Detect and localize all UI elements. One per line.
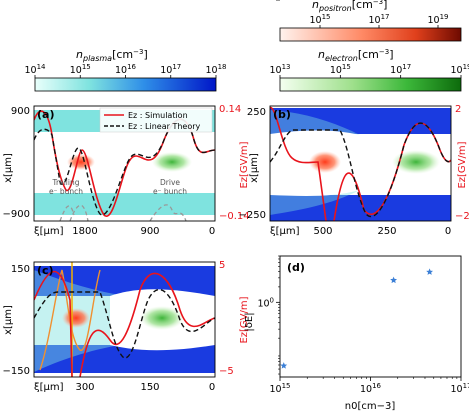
panel-a-legend: Ez : Simulation Ez : Linear Theory: [99, 107, 213, 133]
panel-a-xtick-2: 0: [209, 226, 215, 237]
panel-c-xlabel: ξ[μm]: [34, 382, 64, 393]
colorbar-electron-tick-1: 1015: [330, 63, 351, 76]
panel-d-ylabel: |δE|: [244, 312, 255, 331]
colorbar-plasma-tick-0: 1014: [24, 63, 46, 76]
panel-d-xlabel: n0[cm−3]: [345, 401, 396, 412]
panel-b-ez-tick-bottom: −2: [455, 211, 469, 222]
colorbar-electron-ticks: 1013 1015 1017 1019: [269, 63, 469, 78]
panel-a-ytick-bottom: −900: [3, 209, 30, 220]
panel-c-ytick-bottom: −150: [3, 366, 30, 377]
panel-b-ez-tick-top: 2: [455, 104, 461, 115]
colorbar-plasma-bar: [34, 77, 217, 92]
panel-b-ez-label: Ez[GV/m]: [457, 141, 468, 188]
panel-d: (d) 1015 1016 1017 100 10−1 |δE| n0[cm−3]: [244, 0, 469, 412]
colorbar-plasma-tick-2: 1016: [115, 63, 137, 76]
colorbar-positron: npositron[cm−3] 1015 1017 1019: [279, 0, 462, 42]
panel-c-ytick-top: 150: [11, 264, 30, 275]
panel-b-xtick-2: 0: [445, 226, 451, 237]
colorbar-electron-label: nelectron[cm−3]: [318, 48, 394, 63]
colorbar-plasma-tick-3: 1017: [160, 63, 181, 76]
panel-b-ytick-bottom: −250: [239, 210, 266, 221]
panel-b-ez-linear: [270, 122, 451, 218]
panel-c: (c) 150 −150 x[μm] ξ[μm] 300 150 0 5 −5 …: [3, 260, 250, 393]
panel-c-xtick-0: 300: [75, 382, 94, 393]
panel-c-xtick-2: 0: [209, 382, 215, 393]
panel-a-ez-tick-top: 0.14: [219, 104, 241, 115]
panel-a: (a) Ez : Simulation Ez : Linear Theory T…: [3, 104, 250, 237]
legend-simulation: Ez : Simulation: [128, 111, 188, 120]
colorbar-plasma-tick-1: 1015: [70, 63, 91, 76]
panel-d-xtick-1: 1016: [360, 382, 382, 395]
panel-c-electron-bunch: [140, 306, 184, 330]
panel-a-ez-tick-bottom: −0.14: [219, 211, 250, 222]
panel-a-ez-label: Ez[GV/m]: [239, 141, 250, 188]
colorbar-positron-tick-1: 1017: [368, 13, 389, 26]
panel-c-ez-tick-bottom: −5: [219, 366, 234, 377]
colorbar-electron-tick-0: 1013: [269, 63, 290, 76]
panel-b-plasma-bottom: [270, 195, 451, 221]
colorbar-plasma: nplasma[cm−3] 1014 1015 1016 1017 1018: [24, 48, 227, 92]
colorbar-electron: nelectron[cm−3] 1013 1015 1017 1019: [269, 48, 469, 92]
panel-c-ez-label: Ez[GV/m]: [239, 296, 250, 343]
panel-b-label: (b): [273, 108, 291, 121]
panel-d-axes: 1015 1016 1017 100 10−1: [252, 0, 469, 395]
colorbar-positron-tick-2: 1019: [427, 13, 448, 26]
annot-drive-2: e⁻ bunch: [153, 187, 187, 196]
panel-d-xtick-0: 1015: [269, 382, 290, 395]
panel-c-ez-linear: [34, 288, 215, 359]
panel-c-positron-bunch: [62, 308, 90, 328]
colorbar-electron-tick-3: 1019: [450, 63, 469, 76]
annot-trailing-1: Trailing: [52, 178, 80, 187]
panel-b-positron-bunch: [309, 151, 341, 173]
panel-a-ytick-top: 900: [11, 106, 30, 117]
panel-a-xtick-1: 900: [140, 226, 159, 237]
panel-d-points: [280, 268, 434, 369]
colorbar-electron-bar: [279, 77, 462, 92]
panel-c-plasma-bottom: [34, 345, 215, 373]
panel-d-ytick-0: 100: [257, 296, 274, 309]
colorbar-plasma-label: nplasma[cm−3]: [76, 48, 148, 63]
panel-b-ylabel: x[μm]: [249, 153, 260, 183]
colorbar-positron-bar: [279, 27, 462, 42]
panel-a-plasma-bottom: [34, 193, 215, 215]
legend-linear-theory: Ez : Linear Theory: [128, 122, 201, 131]
annot-trailing-2: e⁻ bunch: [49, 187, 83, 196]
panel-d-label: (d): [287, 261, 305, 274]
panel-d-point-1: [390, 276, 398, 284]
panel-d-xtick-2: 1017: [450, 382, 469, 395]
panel-a-trailing-bunch: [67, 154, 95, 170]
colorbar-plasma-tick-4: 1018: [205, 63, 226, 76]
panel-b-plasma-top: [270, 108, 451, 134]
colorbar-positron-label: npositron[cm−3]: [312, 0, 387, 13]
panel-b: (b) 250 −250 x[μm] ξ[μm] 500 250 0 2 −2 …: [239, 104, 469, 237]
panel-c-ez-tick-top: 5: [219, 260, 225, 271]
panel-b-ytick-top: 250: [247, 107, 266, 118]
panel-b-electron-bunch: [392, 150, 440, 174]
panel-c-ylabel: x[μm]: [3, 305, 14, 335]
panel-a-label: (a): [37, 108, 54, 121]
colorbar-positron-ticks: 1015 1017 1019: [309, 13, 449, 28]
panel-d-ytick-1: 10−1: [252, 0, 274, 3]
annot-drive-1: Drive: [160, 178, 180, 187]
panel-a-drive-bunch: [152, 152, 192, 172]
colorbar-plasma-ticks: 1014 1015 1016 1017 1018: [24, 63, 227, 78]
colorbar-positron-tick-0: 1015: [309, 13, 330, 26]
colorbar-electron-tick-2: 1017: [390, 63, 411, 76]
panel-b-xtick-0: 500: [313, 226, 332, 237]
panel-c-xtick-1: 150: [140, 382, 159, 393]
panel-a-xlabel: ξ[μm]: [34, 226, 64, 237]
panel-d-point-0: [280, 362, 288, 369]
panel-c-ez-simulation: [34, 270, 215, 377]
panel-b-xlabel: ξ[μm]: [270, 226, 300, 237]
panel-a-xtick-0: 1800: [72, 226, 97, 237]
panel-b-xtick-1: 250: [377, 226, 396, 237]
panel-c-orange-curve: [39, 269, 101, 371]
panel-a-ylabel: x[μm]: [3, 153, 14, 183]
panel-c-label: (c): [37, 264, 54, 277]
panel-d-point-2: [426, 268, 434, 275]
panel-a-bunch-profiles: [59, 204, 187, 221]
